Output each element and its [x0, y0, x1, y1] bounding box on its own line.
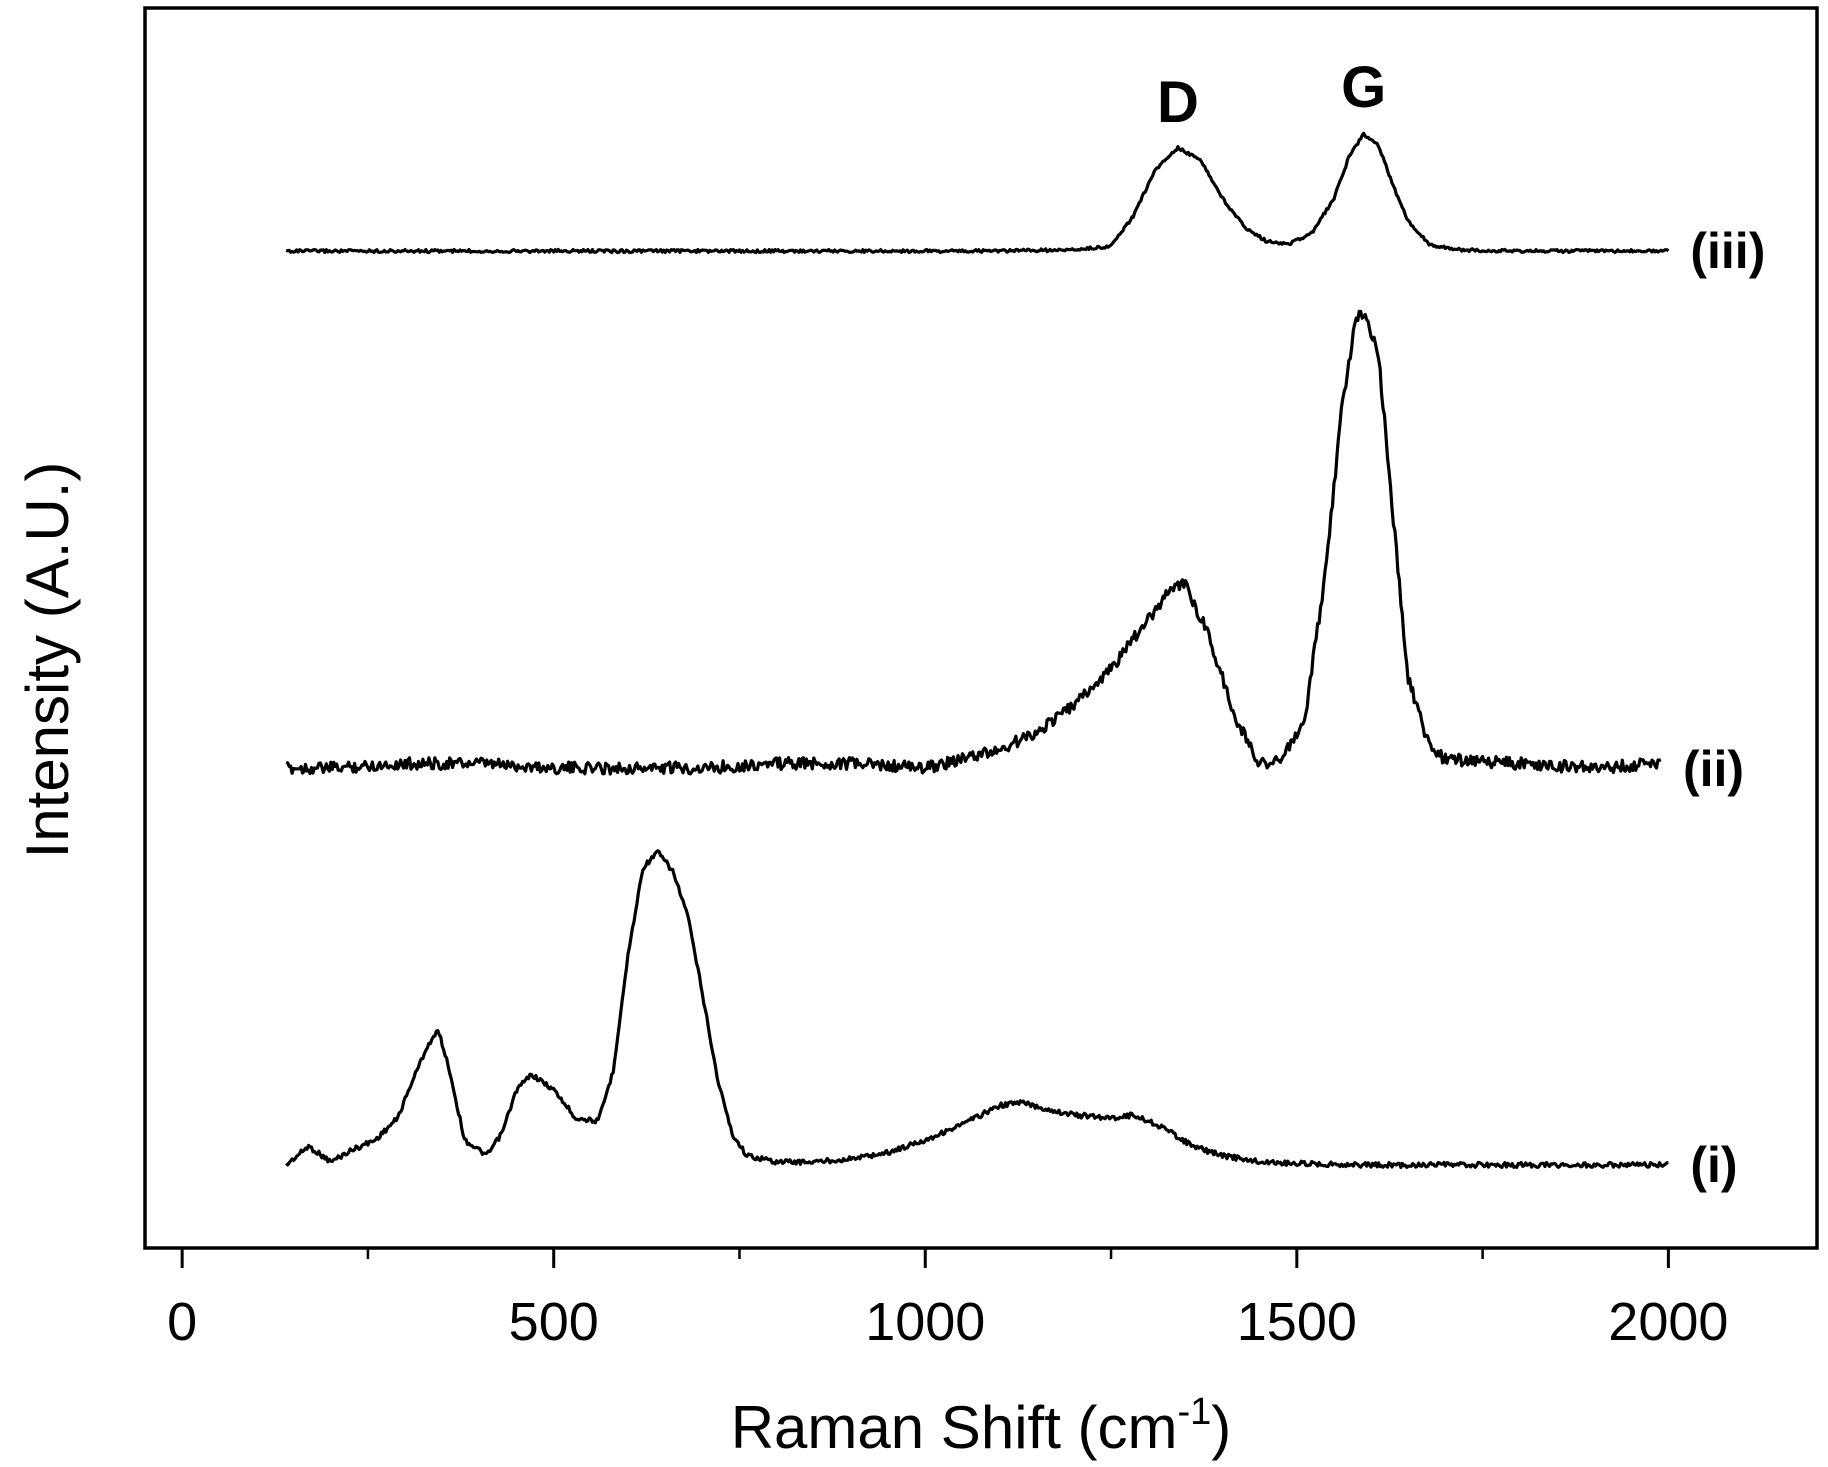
x-tick-label: 2000 — [1608, 1292, 1728, 1352]
x-axis-tick-labels: 0 500 1000 1500 2000 — [167, 1292, 1728, 1352]
series-label-1: (i) — [1690, 1137, 1737, 1193]
x-axis-title: Raman Shift (cm-1) — [731, 1391, 1232, 1461]
x-axis-ticks — [180, 1248, 1670, 1268]
spectrum-trace-3 — [285, 131, 1670, 255]
peak-label-g: G — [1341, 55, 1386, 120]
x-tick-label: 500 — [509, 1292, 599, 1352]
y-axis-title: Intensity (A.U.) — [14, 462, 81, 859]
series-label-3: (iii) — [1690, 223, 1765, 279]
series-label-2: (ii) — [1683, 741, 1744, 797]
spectrum-trace-1 — [285, 849, 1669, 1169]
x-tick-label: 0 — [167, 1292, 197, 1352]
spectra-traces — [285, 131, 1670, 1169]
x-tick-label: 1500 — [1237, 1292, 1357, 1352]
plot-frame — [143, 6, 1819, 1250]
spectrum-trace-2 — [285, 309, 1662, 776]
peak-label-d: D — [1157, 70, 1199, 135]
series-labels: (i) (ii) (iii) — [1683, 223, 1765, 1193]
x-tick-label: 1000 — [865, 1292, 985, 1352]
